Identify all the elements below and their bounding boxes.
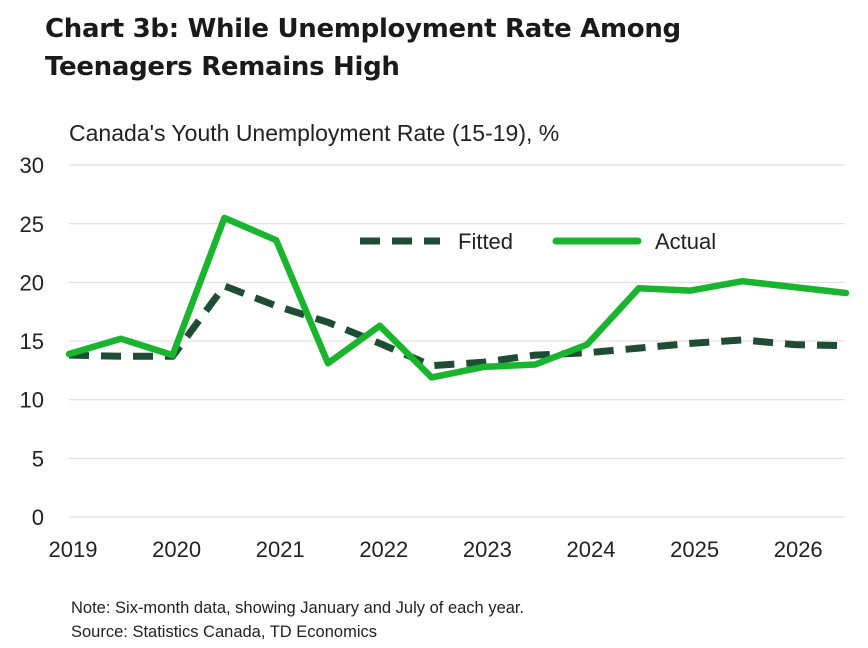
x-tick-label: 2024 (567, 537, 616, 562)
chart-title-line-1: Chart 3b: While Unemployment Rate Among (45, 14, 681, 44)
y-tick-label: 15 (20, 329, 44, 354)
series-line-fitted (68, 282, 847, 370)
x-axis-tick-labels: 2019 2020 2021 2022 2023 2024 2025 2026 (49, 537, 823, 562)
x-tick-label: 2023 (463, 537, 512, 562)
y-tick-label: 5 (32, 446, 44, 471)
y-axis-tick-labels: 0 5 10 15 20 25 30 (20, 153, 44, 530)
legend-label-fitted: Fitted (458, 229, 513, 254)
x-tick-label: 2020 (152, 537, 201, 562)
legend: Fitted Actual (360, 229, 716, 254)
y-tick-label: 30 (20, 153, 44, 178)
footnote: Note: Six-month data, showing January an… (71, 596, 524, 644)
y-tick-label: 10 (20, 388, 44, 413)
chart-title: Chart 3b: While Unemployment Rate Among … (45, 10, 825, 86)
note-text: Note: Six-month data, showing January an… (71, 599, 525, 617)
series-line-actual (65, 214, 850, 381)
y-tick-label: 0 (32, 505, 44, 530)
x-tick-label: 2025 (670, 537, 719, 562)
legend-label-actual: Actual (655, 229, 716, 254)
y-tick-label: 25 (20, 212, 44, 237)
x-tick-label: 2019 (49, 537, 98, 562)
y-tick-label: 20 (20, 270, 44, 295)
x-tick-label: 2026 (774, 537, 823, 562)
chart-subtitle: Canada's Youth Unemployment Rate (15-19)… (69, 120, 560, 146)
chart-title-line-2: Teenagers Remains High (45, 52, 400, 82)
x-tick-label: 2021 (256, 537, 305, 562)
series-lines (65, 214, 850, 381)
source-text: Source: Statistics Canada, TD Economics (71, 623, 377, 641)
x-tick-label: 2022 (359, 537, 408, 562)
